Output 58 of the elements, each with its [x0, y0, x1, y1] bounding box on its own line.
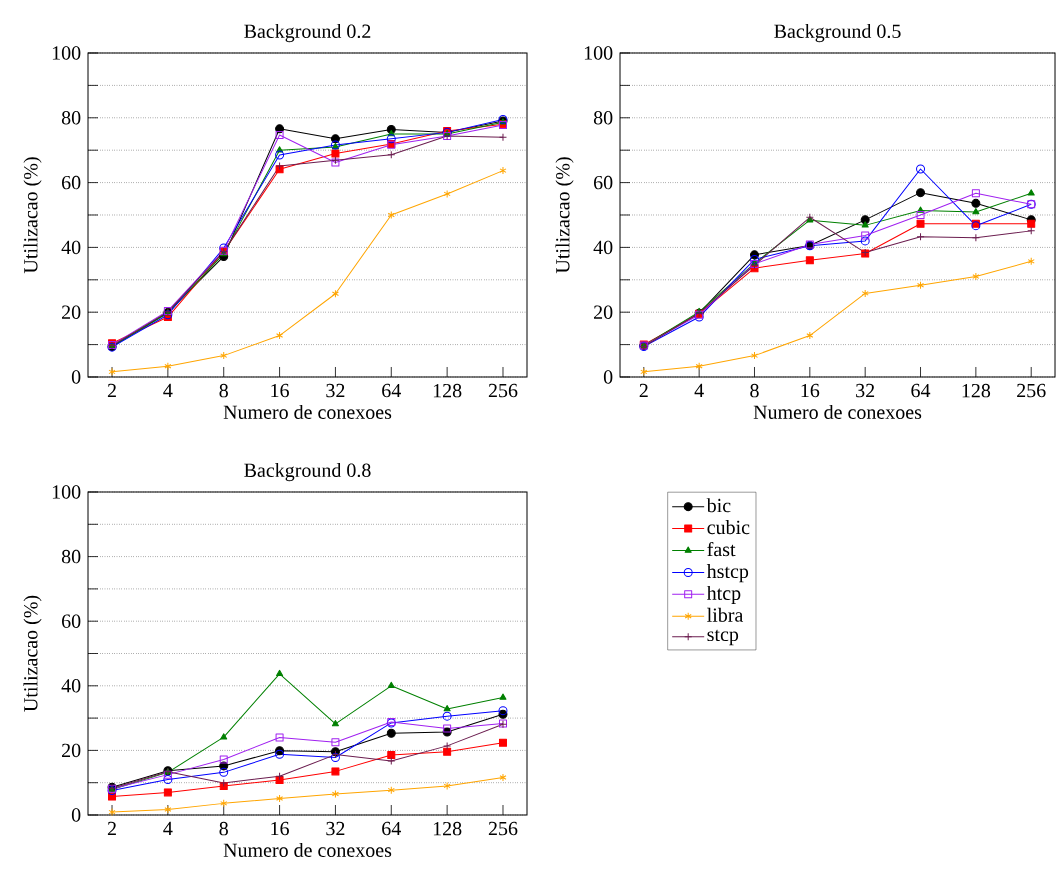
- legend-label: cubic: [707, 520, 750, 535]
- y-tick-label: 60: [594, 175, 613, 190]
- x-tick-label: 2: [107, 383, 116, 398]
- legend-label: fast: [707, 541, 736, 557]
- y-tick-label: 80: [61, 111, 81, 125]
- y-tick-label: 20: [62, 305, 81, 319]
- x-tick-label: 4: [163, 383, 173, 398]
- legend-label: libra: [707, 607, 744, 622]
- y-tick-label: 0: [71, 808, 81, 822]
- y-tick-label: 20: [594, 305, 613, 319]
- x-tick-label: 256: [488, 821, 518, 836]
- y-tick-label: 40: [593, 240, 613, 255]
- x-axis-title: Numero de conexoes: [223, 404, 392, 419]
- x-tick-label: 16: [801, 383, 820, 398]
- y-axis-title: Utilizacao (%): [23, 157, 42, 274]
- x-tick-label: 128: [433, 383, 462, 398]
- x-tick-label: 128: [433, 821, 462, 836]
- x-tick-label: 64: [382, 383, 401, 398]
- y-tick-label: 100: [52, 485, 81, 499]
- x-tick-label: 32: [326, 383, 345, 398]
- x-axis-title: Numero de conexoes: [753, 404, 922, 419]
- y-tick-label: 80: [61, 549, 81, 564]
- y-tick-label: 0: [603, 370, 613, 384]
- y-tick-label: 40: [61, 240, 81, 255]
- y-tick-label: 80: [593, 111, 613, 125]
- y-tick-label: 100: [584, 46, 613, 60]
- x-tick-label: 8: [219, 821, 228, 836]
- x-tick-label: 4: [694, 383, 704, 398]
- x-tick-label: 8: [750, 383, 759, 398]
- y-tick-label: 100: [52, 46, 81, 60]
- legend-label: htcp: [706, 585, 741, 605]
- legend-label: bic: [706, 498, 731, 513]
- x-tick-label: 8: [219, 383, 228, 398]
- x-tick-label: 16: [271, 821, 289, 836]
- y-axis-title: Utilizacao (%): [23, 595, 42, 712]
- x-tick-label: 128: [962, 383, 991, 398]
- y-tick-label: 60: [62, 614, 81, 628]
- x-tick-label: 16: [271, 383, 289, 398]
- y-tick-label: 60: [62, 175, 81, 190]
- legend-label: stcp: [707, 629, 739, 646]
- x-tick-label: 64: [911, 383, 931, 398]
- x-tick-label: 64: [382, 821, 401, 836]
- x-tick-label: 256: [1017, 383, 1046, 398]
- x-tick-label: 2: [107, 821, 116, 836]
- y-tick-label: 20: [62, 743, 81, 758]
- chart-title: Background 0.2: [244, 23, 371, 43]
- x-tick-label: 256: [488, 383, 518, 398]
- y-tick-label: 40: [61, 679, 81, 693]
- x-tick-label: 4: [163, 821, 173, 836]
- legend-label: hstcp: [706, 564, 749, 583]
- y-axis-title: Utilizacao (%): [555, 157, 574, 274]
- x-tick-label: 32: [326, 821, 345, 836]
- y-tick-label: 0: [71, 370, 81, 384]
- chart-title: Background 0.8: [244, 462, 371, 482]
- x-tick-label: 32: [856, 383, 875, 398]
- x-axis-title: Numero de conexoes: [223, 842, 392, 857]
- x-tick-label: 2: [639, 383, 648, 398]
- chart-title: Background 0.5: [774, 23, 901, 43]
